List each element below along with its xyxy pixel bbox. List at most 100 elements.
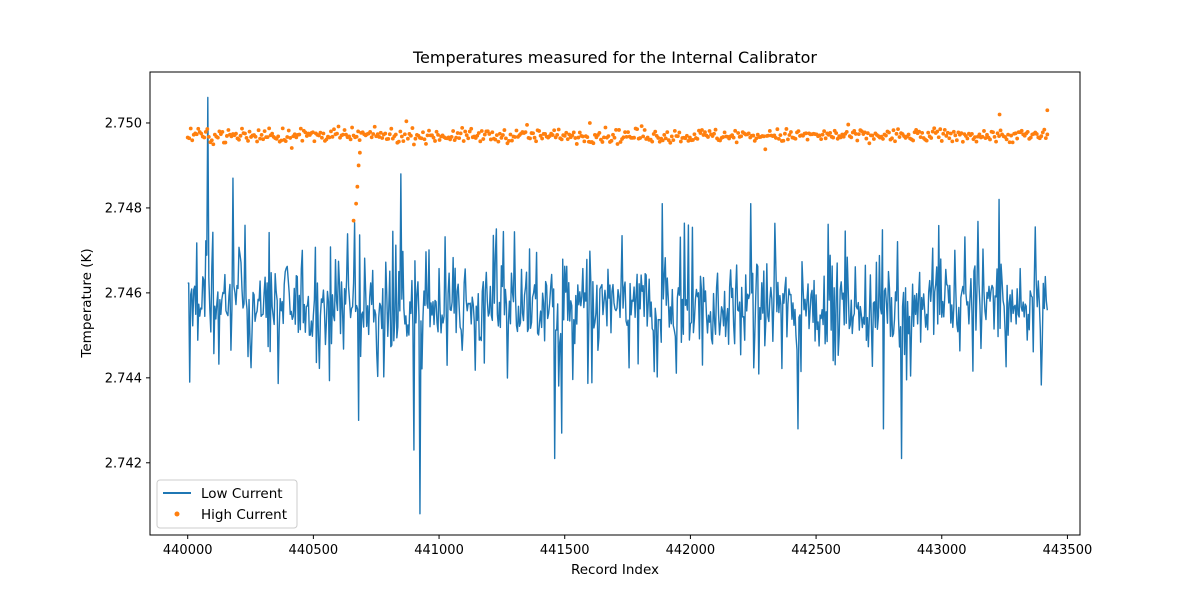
high-current-point <box>982 129 986 133</box>
high-current-point <box>298 126 303 131</box>
high-current-point <box>948 131 953 136</box>
high-current-point <box>502 128 507 132</box>
high-current-point <box>672 128 677 133</box>
high-current-point <box>317 133 321 138</box>
high-current-point <box>706 135 710 139</box>
high-current-point <box>202 135 207 140</box>
y-tick-label: 2.742 <box>105 456 142 471</box>
high-current-point <box>490 130 495 135</box>
high-current-point <box>932 126 937 131</box>
high-current-point <box>425 133 430 138</box>
high-current-point <box>329 129 333 134</box>
x-tick-label: 442000 <box>666 543 716 558</box>
high-current-point <box>409 133 413 138</box>
high-current-point <box>330 134 335 139</box>
legend-marker-high-current <box>174 511 180 517</box>
high-current-point <box>421 130 425 135</box>
y-tick-label: 2.744 <box>105 371 142 386</box>
high-current-point <box>455 131 460 135</box>
high-current-point <box>253 134 258 139</box>
high-current-point <box>286 128 291 133</box>
high-current-point <box>318 130 323 135</box>
high-current-point <box>585 135 590 140</box>
high-current-point <box>433 139 437 143</box>
high-current-point <box>781 138 786 143</box>
high-current-point <box>684 133 689 138</box>
high-current-point <box>739 134 744 139</box>
high-current-point <box>479 129 484 133</box>
high-current-point <box>431 135 436 140</box>
x-tick-label: 441500 <box>540 543 590 558</box>
high-current-point <box>939 139 944 143</box>
high-current-point <box>603 125 608 130</box>
high-current-point <box>617 128 621 132</box>
high-current-point <box>977 132 982 137</box>
high-current-point <box>206 134 211 139</box>
high-current-point <box>614 127 618 132</box>
high-current-point <box>1004 137 1009 142</box>
high-current-point <box>256 128 261 133</box>
high-current-point <box>997 112 1002 117</box>
high-current-point <box>881 137 885 141</box>
high-current-point <box>838 135 843 140</box>
high-current-point <box>887 130 891 135</box>
high-current-point <box>891 128 896 133</box>
high-current-point <box>1015 136 1020 141</box>
high-current-point <box>220 129 225 134</box>
high-current-point <box>988 137 992 142</box>
high-current-point <box>1010 140 1015 145</box>
high-current-point <box>265 135 270 140</box>
high-current-point <box>849 135 854 140</box>
high-current-point <box>497 131 502 136</box>
high-current-point <box>926 130 931 135</box>
high-current-point <box>285 135 290 139</box>
high-current-point <box>656 136 661 140</box>
high-current-point <box>844 129 849 134</box>
legend-label-low-current: Low Current <box>201 486 283 502</box>
high-current-point <box>300 138 305 143</box>
high-current-point <box>1007 140 1012 145</box>
high-current-point <box>320 135 324 140</box>
high-current-point <box>754 136 759 141</box>
high-current-point <box>556 127 561 132</box>
high-current-point <box>493 137 498 142</box>
high-current-point <box>424 141 428 146</box>
high-current-point <box>552 128 557 133</box>
high-current-point <box>959 131 964 136</box>
high-current-point <box>514 128 519 133</box>
high-current-point <box>504 136 508 141</box>
high-current-point <box>626 130 630 135</box>
high-current-point <box>576 135 581 140</box>
x-tick-label: 443500 <box>1043 543 1093 558</box>
high-current-point <box>862 130 867 135</box>
high-current-point <box>722 130 727 135</box>
high-current-point <box>612 135 617 140</box>
high-current-point <box>686 138 691 143</box>
high-current-point <box>911 138 915 143</box>
high-current-point <box>784 127 789 131</box>
high-current-point <box>935 129 940 134</box>
x-tick-label: 440500 <box>289 543 339 558</box>
high-current-point <box>965 136 970 141</box>
high-current-point <box>669 134 674 139</box>
high-current-point <box>751 133 756 138</box>
high-current-point <box>537 129 541 133</box>
high-current-point <box>653 129 658 134</box>
high-current-point <box>865 131 870 136</box>
high-current-point <box>419 136 424 141</box>
high-current-point <box>641 134 646 139</box>
high-current-point <box>766 133 771 138</box>
plot-frame <box>149 71 1081 536</box>
high-current-point <box>342 128 347 132</box>
high-current-point <box>650 139 655 144</box>
high-current-point <box>804 131 808 136</box>
high-current-point <box>692 132 697 137</box>
high-current-point <box>941 131 946 136</box>
high-current-point <box>510 138 514 143</box>
high-current-point <box>580 134 585 139</box>
high-current-point <box>721 135 725 139</box>
high-current-point <box>936 135 941 140</box>
high-current-point <box>436 133 440 137</box>
high-current-point <box>466 136 471 141</box>
high-current-point <box>508 132 513 137</box>
